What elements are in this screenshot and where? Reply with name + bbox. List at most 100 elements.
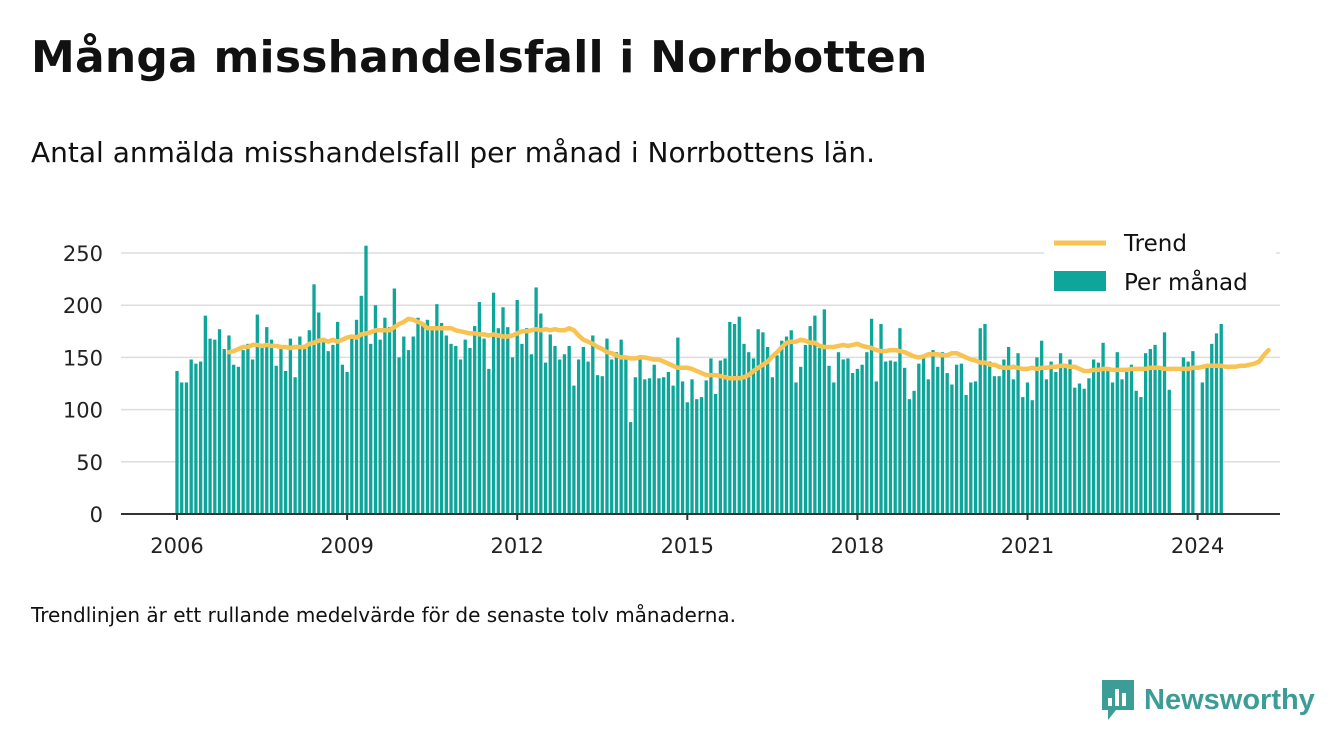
bar	[846, 358, 850, 514]
bar	[1191, 351, 1195, 514]
brand-name: Newsworthy	[1144, 683, 1315, 716]
bar	[803, 344, 808, 514]
bar	[1087, 378, 1091, 514]
bar	[832, 382, 836, 514]
bar	[652, 364, 656, 514]
bar	[520, 343, 524, 514]
bar	[184, 382, 189, 514]
bar	[1096, 362, 1101, 514]
bar	[926, 379, 930, 514]
bar	[354, 319, 359, 514]
bar	[510, 357, 515, 514]
bar	[477, 302, 482, 514]
legend-bar-label: Per månad	[1124, 268, 1248, 296]
bar	[808, 326, 812, 514]
y-tick-label: 50	[76, 451, 103, 475]
bar	[869, 318, 874, 514]
bar	[444, 335, 448, 514]
bar	[680, 381, 685, 514]
bar	[671, 385, 675, 514]
y-tick-label: 200	[63, 294, 103, 318]
bar	[1044, 379, 1049, 514]
bar	[288, 338, 293, 514]
bar	[1016, 353, 1020, 514]
bar	[581, 346, 585, 514]
bar	[298, 336, 302, 514]
bar	[666, 372, 671, 514]
legend-trend-label: Trend	[1123, 231, 1187, 257]
bar	[369, 343, 373, 514]
bar	[1186, 361, 1190, 514]
bar	[1082, 388, 1086, 514]
bar	[302, 344, 307, 514]
bar	[704, 380, 708, 514]
x-tick-label: 2006	[150, 534, 203, 558]
bar	[1101, 342, 1105, 514]
bar	[189, 359, 193, 514]
bar	[1181, 357, 1186, 514]
bar	[1006, 346, 1011, 514]
bar	[907, 399, 912, 514]
bar	[983, 323, 987, 514]
bar	[964, 394, 968, 514]
bar	[954, 364, 959, 514]
bar	[1063, 367, 1067, 514]
bar	[1058, 353, 1063, 514]
bar	[874, 381, 878, 514]
x-axis: 2006 2009 2012 2015 2018 2021 2024	[121, 513, 1280, 558]
bar	[572, 385, 576, 514]
bar	[1092, 359, 1096, 514]
bar	[553, 345, 557, 514]
bar	[690, 379, 694, 514]
brand[interactable]: Newsworthy	[1100, 678, 1315, 722]
bar	[175, 370, 179, 514]
trend-series	[226, 316, 1271, 381]
bar	[756, 329, 760, 514]
bar	[723, 358, 727, 514]
bar	[567, 345, 571, 514]
bar	[695, 399, 699, 514]
chart: 0 50 100 150 200 250 2006 2009 2012 2015 2018 2021…	[62, 231, 1280, 558]
bar	[997, 376, 1001, 514]
bar	[265, 327, 269, 514]
bar	[676, 337, 680, 514]
bar	[860, 364, 864, 514]
bar	[917, 363, 921, 514]
bar	[855, 368, 860, 514]
trend-line	[226, 316, 1271, 381]
chart-subtitle: Antal anmälda misshandelsfall per månad …	[31, 136, 876, 169]
bar	[576, 359, 581, 514]
bar	[364, 245, 368, 514]
bar	[373, 305, 378, 514]
bar	[279, 345, 283, 514]
bar	[728, 321, 732, 514]
bar	[1049, 361, 1053, 514]
bar	[1025, 382, 1030, 514]
bar	[491, 292, 496, 514]
bar	[936, 366, 940, 514]
bar	[548, 334, 552, 514]
bar	[605, 338, 609, 514]
bar	[383, 317, 387, 514]
bar	[851, 373, 855, 514]
bar	[458, 359, 463, 514]
bar	[619, 339, 623, 514]
bar	[463, 339, 467, 514]
chart-title: Många misshandelsfall i Norrbotten	[31, 32, 928, 83]
y-tick-label: 150	[63, 346, 103, 370]
y-axis: 0 50 100 150 200 250	[63, 242, 103, 527]
bar	[539, 313, 543, 514]
bar	[534, 287, 538, 514]
bar	[794, 382, 798, 514]
bar	[387, 327, 392, 514]
bar	[978, 328, 982, 514]
bar	[903, 367, 907, 514]
bar	[799, 366, 803, 514]
bar	[449, 343, 453, 514]
bar	[496, 328, 500, 514]
bar	[227, 335, 231, 514]
bar	[217, 329, 222, 514]
bar	[473, 326, 477, 514]
bar	[260, 344, 264, 514]
bar	[657, 378, 661, 514]
